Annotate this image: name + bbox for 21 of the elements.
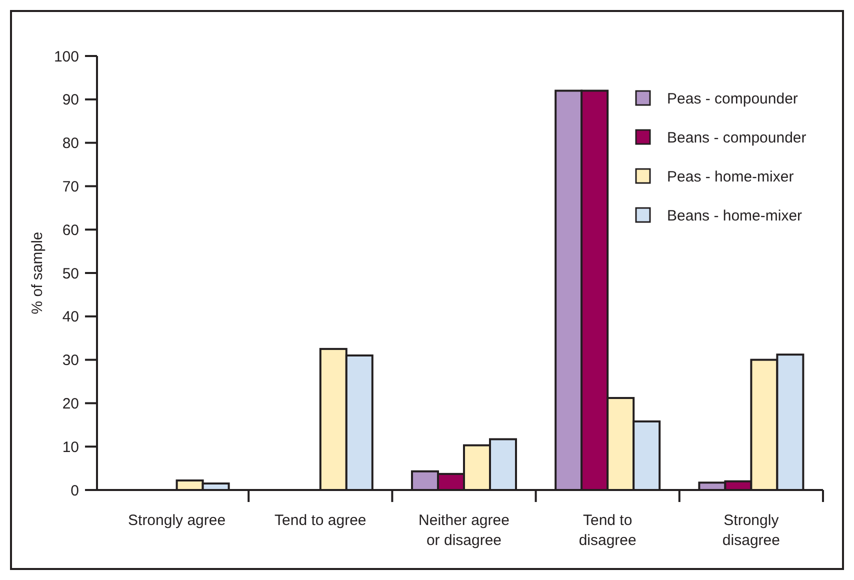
legend-label: Peas - compounder xyxy=(667,90,798,108)
y-tick-label: 80 xyxy=(62,135,79,152)
y-tick-label: 20 xyxy=(62,395,79,412)
y-tick-label: 100 xyxy=(54,48,79,66)
y-tick-label: 60 xyxy=(62,222,79,239)
y-tick-label: 0 xyxy=(70,482,79,500)
x-tick-label: Neither agree or disagree xyxy=(418,512,510,549)
y-axis-title: % of sample xyxy=(29,232,46,314)
x-tick-label: Strongly agree xyxy=(128,512,226,529)
x-tick-label: Tend to agree xyxy=(274,512,366,529)
legend-label: Beans - compounder xyxy=(667,129,806,146)
y-tick-label: 30 xyxy=(62,352,79,370)
legend-label: Beans - home-mixer xyxy=(667,207,802,224)
y-tick-label: 90 xyxy=(62,92,79,109)
legend-label: Peas - home-mixer xyxy=(667,168,794,186)
x-tick-label: Tend to disagree xyxy=(578,512,636,549)
y-tick-label: 50 xyxy=(62,265,79,282)
y-tick-label: 10 xyxy=(62,438,79,456)
y-tick-label: 70 xyxy=(62,178,79,196)
y-tick-label: 40 xyxy=(62,308,79,326)
x-tick-label: Strongly disagree xyxy=(722,512,780,549)
